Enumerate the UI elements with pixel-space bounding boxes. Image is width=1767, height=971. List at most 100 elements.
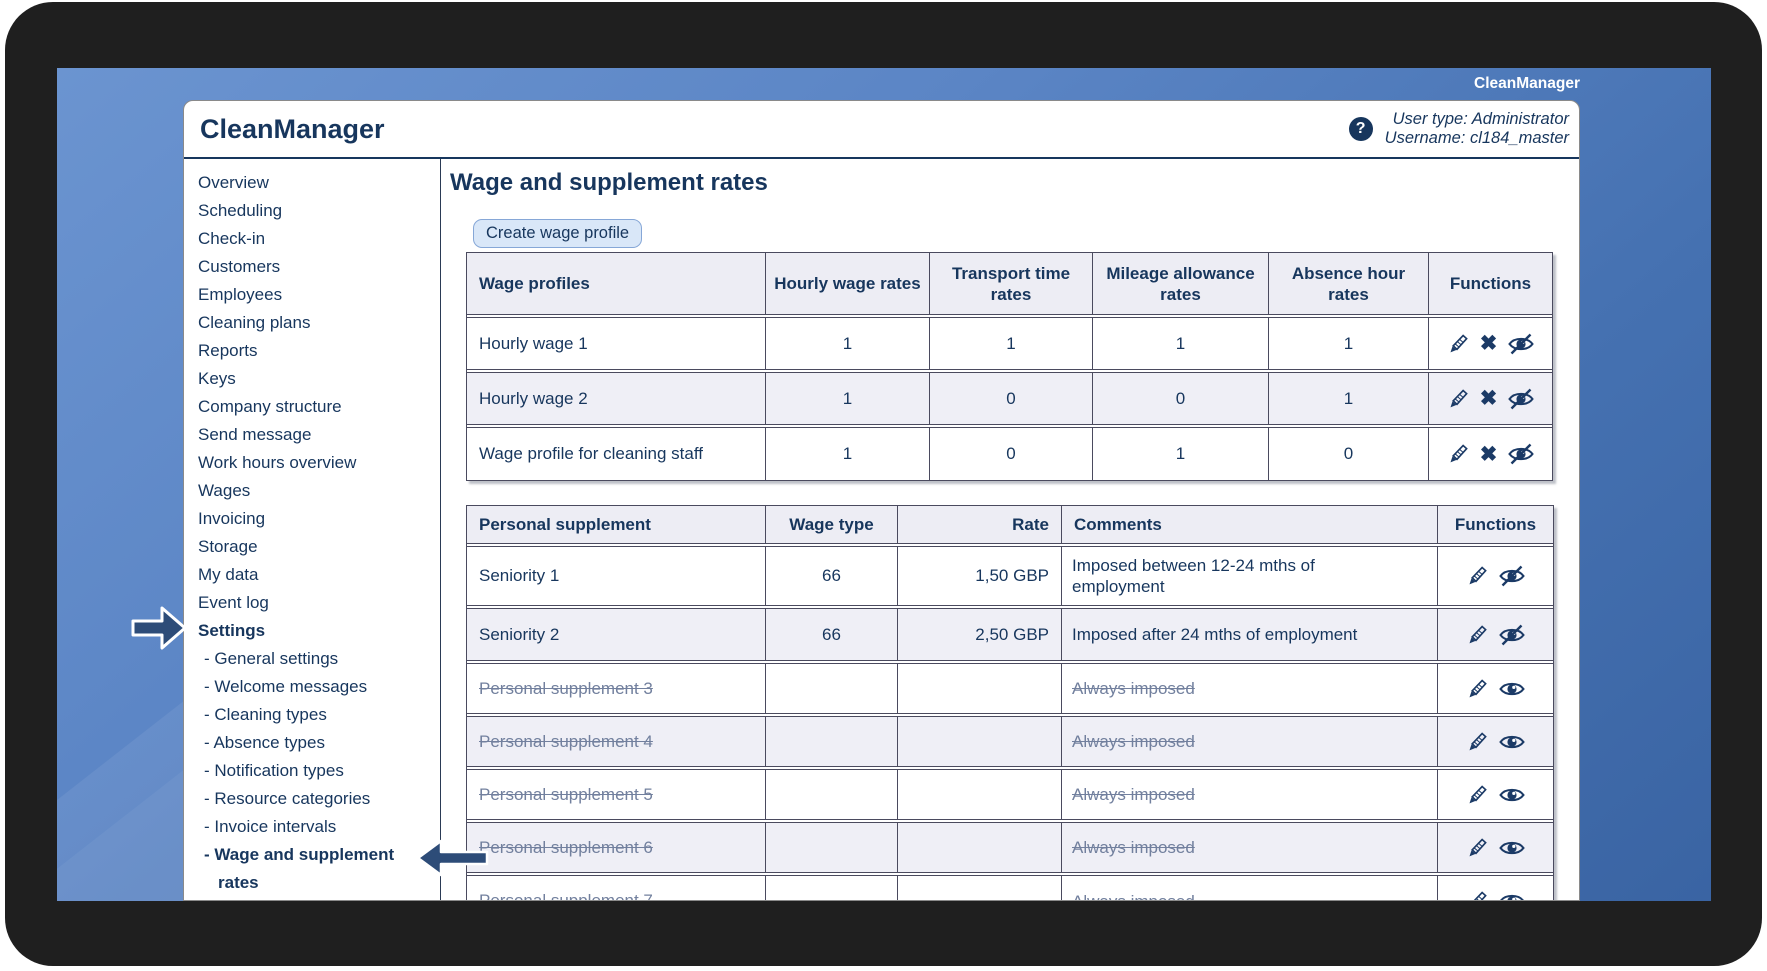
sidebar-item-event-log[interactable]: Event log — [198, 593, 269, 612]
app-panel: CleanManager ? User type: Administrator … — [183, 100, 1580, 901]
sidebar-item-settings[interactable]: Settings — [198, 621, 266, 640]
page-title: Wage and supplement rates — [450, 169, 768, 196]
eye-slash-icon[interactable] — [1499, 565, 1525, 587]
sidebar-item-company-structure[interactable]: Company structure — [198, 397, 342, 416]
sidebar-item-reports[interactable]: Reports — [198, 341, 258, 360]
sidebar-item-wage-and-supplement-rates-line2[interactable]: rates — [218, 873, 259, 892]
x-icon[interactable]: ✖ — [1479, 332, 1498, 355]
app-title: CleanManager — [200, 113, 385, 144]
table-header-row: Wage profiles Hourly wage rates Transpor… — [467, 253, 1552, 315]
eye-slash-icon[interactable] — [1508, 333, 1534, 355]
sidebar-item-work-hours-overview[interactable]: Work hours overview — [198, 453, 357, 472]
sidebar-item-employees[interactable]: Employees — [198, 285, 283, 304]
sidebar-nav: Overview Scheduling Check-in Customers E… — [184, 159, 441, 900]
column-header: Hourly wage rates — [766, 253, 930, 314]
column-header: Wage type — [766, 506, 898, 543]
supplement-name: Personal supplement 5 — [467, 770, 766, 819]
sidebar-item-my-data[interactable]: My data — [198, 565, 259, 584]
pencil-icon[interactable] — [1447, 443, 1469, 465]
comments-value: Imposed between 12-24 mths of employment — [1062, 547, 1438, 605]
table-header-row: Personal supplement Wage type Rate Comme… — [467, 506, 1553, 544]
annotation-arrow-left-icon — [416, 839, 489, 877]
table-row-hidden: Personal supplement 3 Always imposed — [467, 663, 1553, 714]
wage-type-value — [766, 823, 898, 872]
supplement-name: Personal supplement 6 — [467, 823, 766, 872]
hourly-wage-rates-value: 1 — [766, 318, 930, 369]
sidebar-item-absence-types[interactable]: - Absence types — [204, 733, 325, 752]
table-row-hidden: Personal supplement 6 Always imposed — [467, 822, 1553, 873]
transport-time-rates-value: 0 — [930, 428, 1093, 480]
absence-hour-rates-value: 0 — [1269, 428, 1429, 480]
rate-value — [898, 717, 1062, 766]
sidebar-item-overview[interactable]: Overview — [198, 173, 269, 192]
sidebar-item-welcome-messages[interactable]: - Welcome messages — [204, 677, 368, 696]
table-row: Hourly wage 1 1 1 1 1 ✖ — [467, 317, 1552, 370]
x-icon[interactable]: ✖ — [1479, 442, 1498, 466]
create-wage-profile-button[interactable]: Create wage profile — [473, 219, 643, 248]
column-header: Wage profiles — [467, 253, 766, 314]
comments-value: Imposed after 24 mths of employment — [1062, 609, 1438, 660]
sidebar-item-general-settings[interactable]: - General settings — [204, 649, 339, 668]
sidebar-item-invoice-intervals[interactable]: - Invoice intervals — [204, 817, 337, 836]
sidebar-item-keys[interactable]: Keys — [198, 369, 236, 388]
table-row-hidden: Personal supplement 5 Always imposed — [467, 769, 1553, 820]
pencil-icon[interactable] — [1466, 565, 1488, 587]
wage-profile-name: Hourly wage 2 — [467, 373, 766, 424]
eye-icon[interactable] — [1499, 785, 1525, 805]
pencil-icon[interactable] — [1466, 678, 1488, 700]
sidebar-item-cleaning-types[interactable]: - Cleaning types — [204, 705, 327, 724]
pencil-icon[interactable] — [1466, 890, 1488, 901]
rate-value: 1,50 GBP — [898, 547, 1062, 605]
eye-icon[interactable] — [1499, 679, 1525, 699]
column-header: Rate — [898, 506, 1062, 543]
comments-value: Always imposed — [1062, 876, 1438, 900]
pencil-icon[interactable] — [1447, 388, 1469, 410]
sidebar-item-invoicing[interactable]: Invoicing — [198, 509, 266, 528]
sidebar-item-scheduling[interactable]: Scheduling — [198, 201, 283, 220]
table-row-hidden: Personal supplement 4 Always imposed — [467, 716, 1553, 767]
sidebar-item-cleaning-plans[interactable]: Cleaning plans — [198, 313, 311, 332]
pencil-icon[interactable] — [1466, 624, 1488, 646]
sidebar-item-customers[interactable]: Customers — [198, 257, 281, 276]
supplement-name: Personal supplement 7 — [467, 876, 766, 900]
desktop-background: CleanManager CleanManager ? User type: A… — [57, 68, 1711, 901]
sidebar-item-check-in[interactable]: Check-in — [198, 229, 266, 248]
rate-value — [898, 770, 1062, 819]
eye-icon[interactable] — [1499, 891, 1525, 901]
supplement-name: Seniority 2 — [467, 609, 766, 660]
eye-slash-icon[interactable] — [1508, 388, 1534, 410]
personal-supplement-table: Personal supplement Wage type Rate Comme… — [466, 505, 1554, 901]
sidebar-item-wages[interactable]: Wages — [198, 481, 251, 500]
eye-slash-icon[interactable] — [1499, 624, 1525, 646]
pencil-icon[interactable] — [1466, 731, 1488, 753]
pencil-icon[interactable] — [1466, 784, 1488, 806]
pencil-icon[interactable] — [1447, 333, 1469, 355]
sidebar-item-send-message[interactable]: Send message — [198, 425, 312, 444]
eye-icon[interactable] — [1499, 732, 1525, 752]
rate-value — [898, 823, 1062, 872]
eye-slash-icon[interactable] — [1508, 443, 1534, 465]
supplement-name: Personal supplement 4 — [467, 717, 766, 766]
sidebar-item-notification-types[interactable]: - Notification types — [204, 761, 344, 780]
column-header: Absence hour rates — [1269, 253, 1429, 314]
username-label: Username: cl184_master — [1384, 129, 1569, 147]
wage-profile-name: Hourly wage 1 — [467, 318, 766, 369]
column-header: Transport time rates — [930, 253, 1093, 314]
mileage-allowance-rates-value: 1 — [1093, 318, 1269, 369]
sidebar-item-wage-and-supplement-rates[interactable]: - Wage and supplement — [204, 845, 395, 864]
table-row: Wage profile for cleaning staff 1 0 1 0 … — [467, 427, 1552, 480]
user-details: User type: Administrator Username: cl184… — [1385, 110, 1569, 148]
mileage-allowance-rates-value: 0 — [1093, 373, 1269, 424]
wage-type-value: 66 — [766, 609, 898, 660]
supplement-name: Personal supplement 3 — [467, 664, 766, 713]
rate-value — [898, 664, 1062, 713]
rate-value — [898, 876, 1062, 900]
help-icon[interactable]: ? — [1348, 117, 1373, 141]
eye-icon[interactable] — [1499, 838, 1525, 858]
x-icon[interactable]: ✖ — [1479, 387, 1498, 410]
pencil-icon[interactable] — [1466, 837, 1488, 859]
absence-hour-rates-value: 1 — [1269, 373, 1429, 424]
sidebar-item-storage[interactable]: Storage — [198, 537, 258, 556]
sidebar-item-resource-categories[interactable]: - Resource categories — [204, 789, 371, 808]
row-functions: ✖ — [1429, 428, 1552, 480]
